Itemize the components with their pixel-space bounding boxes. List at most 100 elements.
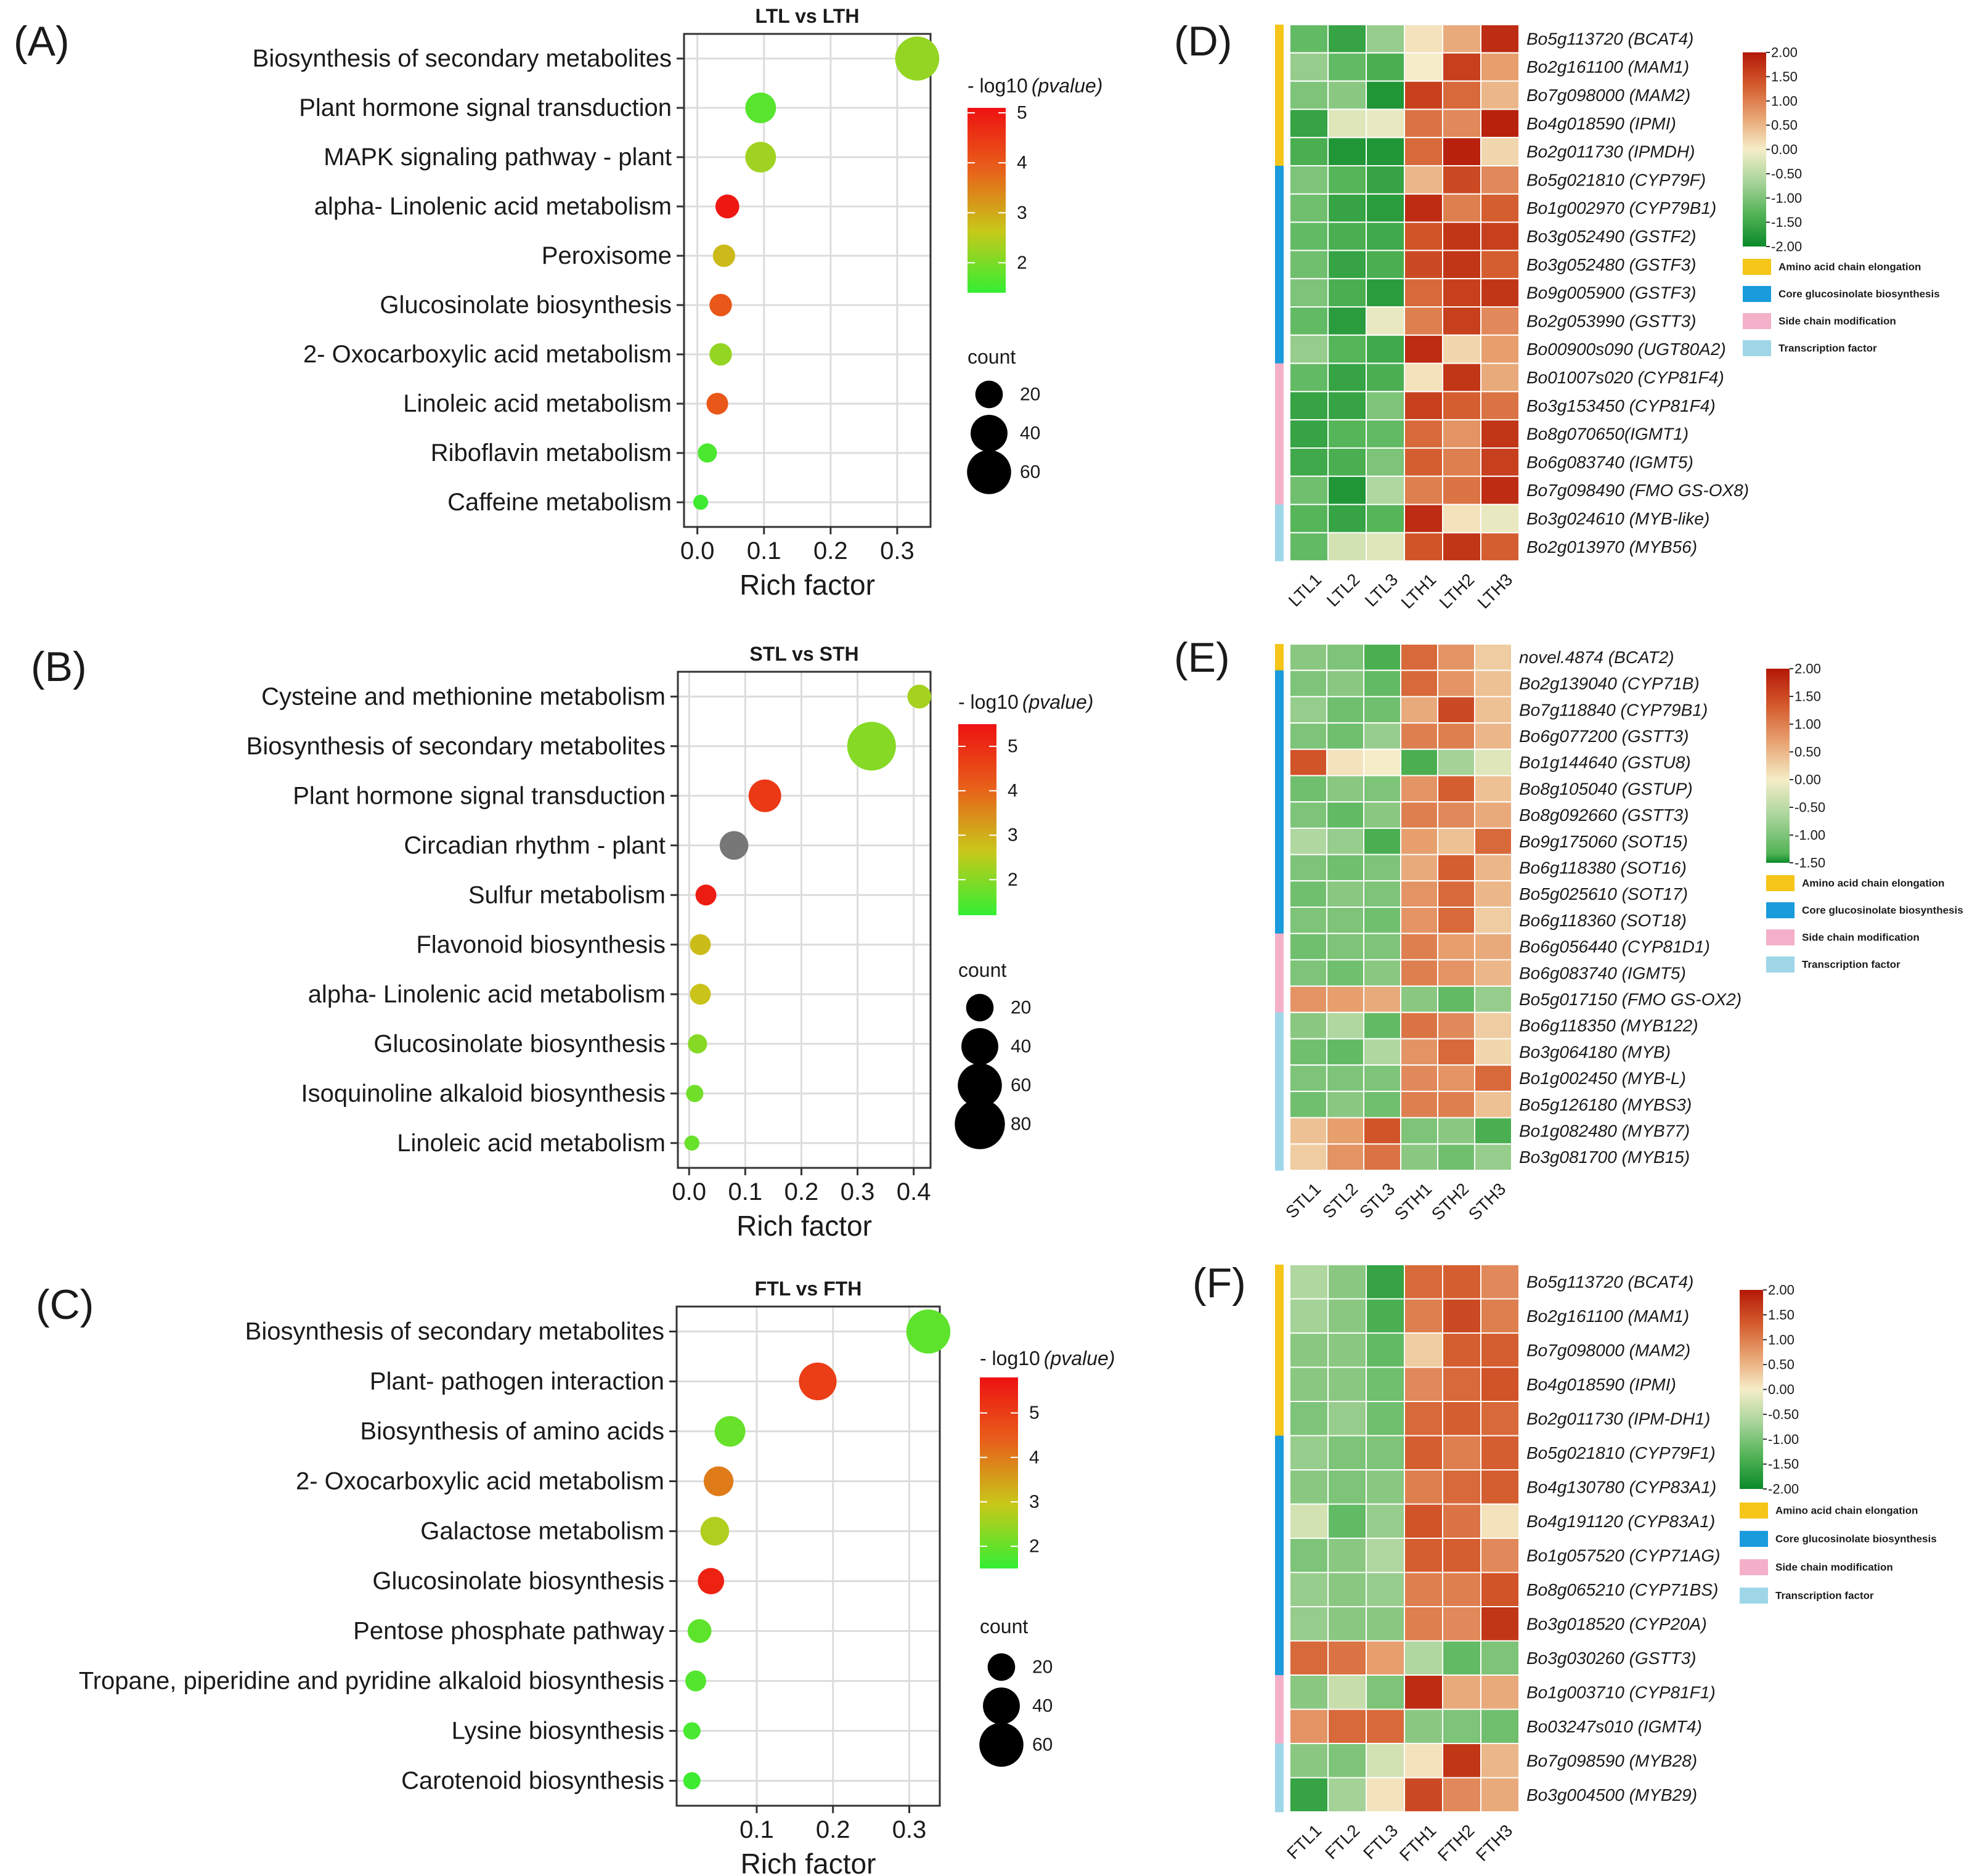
heatmap-cell bbox=[1366, 1572, 1405, 1607]
heatmap-cell bbox=[1442, 278, 1481, 308]
heatmap-cell bbox=[1480, 391, 1520, 421]
heatmap-cell bbox=[1366, 221, 1405, 251]
data-point bbox=[688, 1034, 707, 1054]
heat-bar-label: 0.00 bbox=[1771, 142, 1798, 157]
pathway-label: 2- Oxocarboxylic acid metabolism bbox=[296, 1468, 664, 1495]
data-point bbox=[693, 494, 709, 510]
x-tick-label: 0.2 bbox=[816, 1816, 850, 1843]
heatmap-cell bbox=[1327, 24, 1367, 54]
plot-title: STL vs STH bbox=[749, 643, 858, 665]
heatmap-cell bbox=[1474, 669, 1512, 698]
gene-label: Bo2g053990 (GSTT3) bbox=[1526, 311, 1697, 330]
x-tick-label: 0.4 bbox=[897, 1178, 931, 1205]
sample-label: STH1 bbox=[1391, 1179, 1436, 1224]
heatmap-cell bbox=[1289, 306, 1329, 336]
heatmap-cell bbox=[1442, 1503, 1481, 1539]
size-legend-label: 80 bbox=[1011, 1114, 1031, 1135]
panel-letter-a: (A) bbox=[14, 18, 70, 65]
heat-bar-label: 2.00 bbox=[1768, 1283, 1795, 1298]
heatmap-cell bbox=[1327, 1469, 1367, 1505]
heatmap-cell bbox=[1289, 1674, 1329, 1710]
pathway-label: Galactose metabolism bbox=[420, 1518, 664, 1545]
pathway-label: Tropane, piperidine and pyridine alkaloi… bbox=[79, 1668, 664, 1695]
heatmap-cell bbox=[1326, 932, 1364, 961]
pathway-label: Flavonoid biosynthesis bbox=[416, 931, 666, 958]
heatmap-cell bbox=[1289, 1503, 1329, 1539]
group-strip-cell bbox=[1275, 1572, 1284, 1607]
heatmap-cell bbox=[1474, 722, 1512, 750]
data-point bbox=[799, 1362, 837, 1401]
heatmap-cell bbox=[1404, 1777, 1443, 1813]
heat-bar-label: -0.50 bbox=[1771, 166, 1802, 181]
heatmap-cell bbox=[1474, 775, 1512, 803]
x-tick-label: 0.0 bbox=[680, 537, 715, 565]
gene-label: Bo2g011730 (IPMDH) bbox=[1526, 142, 1695, 161]
size-legend-title: count bbox=[980, 1615, 1028, 1637]
heatmap-cell bbox=[1289, 1011, 1327, 1040]
data-point bbox=[709, 343, 732, 366]
heatmap-cell bbox=[1289, 801, 1327, 829]
heatmap-cell bbox=[1289, 643, 1327, 671]
heatmap-cell bbox=[1366, 1332, 1405, 1368]
heatmap-cell bbox=[1404, 391, 1443, 421]
group-legend-label: Transcription factor bbox=[1775, 1590, 1874, 1602]
heatmap-cell bbox=[1480, 1401, 1520, 1437]
heat-bar-label: 0.50 bbox=[1768, 1357, 1795, 1372]
heatmap-cell bbox=[1480, 1538, 1520, 1573]
data-point bbox=[906, 1309, 951, 1354]
heatmap-cell bbox=[1363, 1038, 1401, 1066]
heatmap-cell bbox=[1289, 137, 1329, 166]
gene-label: novel.4874 (BCAT2) bbox=[1519, 648, 1674, 667]
heatmap-cell bbox=[1400, 1090, 1438, 1119]
data-point bbox=[700, 1517, 730, 1546]
x-axis-label: Rich factor bbox=[739, 569, 875, 601]
size-legend-dot bbox=[971, 415, 1008, 452]
heatmap-cell bbox=[1474, 1011, 1512, 1040]
heatmap-cell bbox=[1437, 959, 1475, 987]
data-point bbox=[685, 1670, 706, 1692]
group-strip-cell bbox=[1275, 250, 1284, 279]
heat-color-bar bbox=[1766, 669, 1790, 863]
heatmap-cell bbox=[1326, 880, 1364, 908]
gene-label: Bo2g011730 (IPM-DH1) bbox=[1526, 1409, 1710, 1428]
heatmap-cell bbox=[1327, 1264, 1367, 1300]
heatmap-cell bbox=[1327, 1674, 1367, 1710]
group-strip-cell bbox=[1275, 1709, 1284, 1744]
heatmap-cell bbox=[1480, 1435, 1520, 1470]
group-strip-cell bbox=[1275, 307, 1284, 336]
gene-label: Bo5g025610 (SOT17) bbox=[1519, 884, 1688, 903]
heatmap-cell bbox=[1480, 52, 1520, 82]
data-point bbox=[686, 1085, 704, 1103]
group-legend-swatch bbox=[1740, 1531, 1768, 1547]
heatmap-cell bbox=[1437, 669, 1475, 698]
group-legend-label: Amino acid chain elongation bbox=[1778, 261, 1921, 273]
heat-bar-label: 1.50 bbox=[1795, 689, 1821, 704]
gene-label: Bo1g002970 (CYP79B1) bbox=[1526, 198, 1716, 218]
heatmap-cell bbox=[1366, 1298, 1405, 1334]
heatmap-cell bbox=[1437, 643, 1475, 671]
heatmap-cell bbox=[1289, 419, 1329, 449]
data-point bbox=[683, 1722, 701, 1740]
heat-bar-label: 0.00 bbox=[1795, 772, 1821, 788]
heatmap-cell bbox=[1400, 932, 1438, 961]
group-strip-cell bbox=[1275, 1333, 1284, 1368]
group-strip-cell bbox=[1275, 25, 1284, 54]
heat-bar-label: 2.00 bbox=[1795, 661, 1821, 677]
heatmap-cell bbox=[1442, 532, 1481, 562]
sample-label: LTL2 bbox=[1323, 570, 1364, 611]
pathway-label: Glucosinolate biosynthesis bbox=[372, 1568, 664, 1595]
heatmap-cell bbox=[1363, 827, 1401, 855]
group-legend-label: Side chain modification bbox=[1802, 932, 1920, 944]
heatmap-cell bbox=[1327, 80, 1367, 110]
heatmap-cell bbox=[1474, 932, 1512, 961]
heatmap-cell bbox=[1480, 1572, 1520, 1607]
sample-label: FTH1 bbox=[1396, 1821, 1440, 1864]
heatmap-cell bbox=[1442, 1708, 1481, 1744]
dot-plot-b: STL vs STH Cysteine and methionine metabo… bbox=[246, 643, 1094, 1242]
heat-color-bar bbox=[1740, 1290, 1763, 1489]
heatmap-cell bbox=[1363, 959, 1401, 987]
heat-bar-label: -2.00 bbox=[1771, 239, 1802, 255]
heatmap-cell bbox=[1289, 1038, 1327, 1066]
heat-bar-label: -0.50 bbox=[1795, 800, 1825, 815]
size-legend-label: 40 bbox=[1020, 423, 1040, 444]
